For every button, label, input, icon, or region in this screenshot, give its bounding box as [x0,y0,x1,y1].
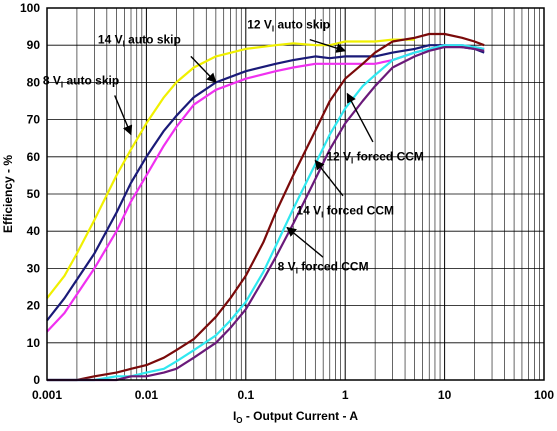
y-tick-label: 10 [27,336,41,350]
y-tick-label: 60 [27,150,41,164]
y-tick-label: 80 [27,75,41,89]
series-line-5 [47,44,485,382]
annotation-label-main: 14 V [98,32,123,46]
series-line-6 [47,46,485,382]
annotation-4: 12 VI forced CCM [326,92,424,166]
annotation-label-main: 12 V [247,17,272,31]
annotation-label: 12 VI forced CCM [326,150,424,166]
x-tick-label: 0.1 [237,388,254,402]
x-axis-label-main: I [233,409,236,423]
annotation-arrow [346,92,374,143]
x-axis-label: IO - Output Current - A [233,409,358,425]
annotation-label-rest: forced CCM [353,150,424,164]
y-tick-label: 40 [27,224,41,238]
annotation-5: 14 VI forced CCM [296,159,394,219]
y-tick-label: 0 [33,373,40,387]
x-tick-label: 10 [438,388,452,402]
x-tick-label: 100 [534,388,554,402]
y-tick-label: 70 [27,113,41,127]
series-line-4 [47,32,485,382]
series-group [46,32,485,382]
y-tick-label: 90 [27,38,41,52]
tick-labels: 0.001 0.01 0.1 1 10 100 0 10 20 30 40 50 60 70 80 90 100 [20,1,554,402]
annotation-label: 14 VI auto skip [98,32,181,48]
annotation-label-sub: I [272,24,274,33]
annotation-label-rest: auto skip [274,17,330,31]
annotation-label-rest: auto skip [63,73,119,87]
annotation-label-sub: I [296,266,298,275]
annotation-6: 8 VI forced CCM [278,226,369,275]
annotation-label-sub: I [321,210,323,219]
annotation-label-sub: I [123,39,125,48]
annotation-label-rest: forced CCM [323,203,394,217]
annotation-2: 14 VI auto skip [98,32,217,84]
annotation-label-main: 8 V [43,73,61,87]
x-tick-label: 1 [342,388,349,402]
x-axis-label-rest: - Output Current - A [243,409,359,423]
x-tick-label: 0.001 [32,388,62,402]
y-tick-label: 30 [27,261,41,275]
y-tick-label: 100 [20,1,40,15]
annotation-label-sub: I [61,80,63,89]
y-tick-label: 50 [27,187,41,201]
grid [46,7,544,381]
annotation-arrow [286,226,324,258]
annotation-label-sub: I [351,157,353,166]
plot-frame [46,7,545,381]
annotation-label-rest: auto skip [125,32,181,46]
x-tick-label: 0.01 [135,388,159,402]
annotation-arrow [114,95,133,136]
annotation-label-main: 8 V [278,259,296,273]
annotation-label-main: 14 V [296,203,321,217]
annotation-label: 8 VI forced CCM [278,259,369,275]
series-line-2 [46,44,485,322]
series-line-3 [46,44,485,333]
annotation-3: 8 VI auto skip [43,73,133,136]
annotation-label: 12 VI auto skip [247,17,330,33]
annotation-label: 8 VI auto skip [43,73,119,89]
series-line-1 [46,38,415,299]
annotation-arrow [309,38,347,53]
annotation-label-main: 12 V [326,150,351,164]
x-axis-label-sub: O [236,416,242,425]
annotation-label-rest: forced CCM [298,259,369,273]
annotation-arrow [190,55,217,84]
y-tick-label: 20 [27,299,41,313]
annotation-label: 14 VI forced CCM [296,203,394,219]
y-axis-label: Efficiency - % [1,155,15,233]
annotation-arrow [314,159,344,197]
annotation-1: 12 VI auto skip [247,17,347,53]
